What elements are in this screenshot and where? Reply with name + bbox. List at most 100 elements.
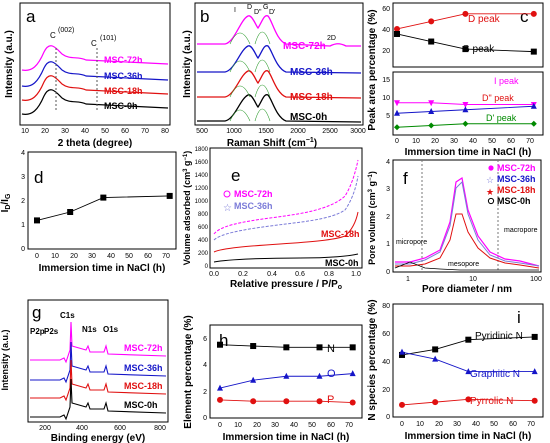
- panel-b-letter: b: [200, 7, 209, 26]
- xtick: 60: [327, 422, 335, 429]
- xrd-label-72h: MSC-72h: [104, 55, 143, 65]
- xtick: 50: [490, 421, 498, 428]
- isotherm-72h: [213, 159, 359, 235]
- panel-b-xlabel-main: Raman Shift (cm: [227, 138, 306, 149]
- xtick: 10: [21, 128, 29, 135]
- ytick: 1600: [195, 160, 209, 166]
- xtick: 70: [141, 128, 149, 135]
- xps-peak-p2s: P2s: [44, 327, 59, 336]
- series-g-peak-point: [428, 38, 435, 45]
- legend-marker-0h: [487, 197, 495, 205]
- series-d-peak-line: [396, 13, 534, 30]
- xtick: 50: [125, 253, 133, 260]
- xtick: 20: [253, 422, 261, 429]
- panel-f-ylabel-mid: g: [367, 181, 377, 189]
- xtick: 70: [526, 138, 534, 145]
- region-micropore: micropore: [396, 239, 427, 246]
- xtick: 1500: [258, 128, 274, 135]
- ytick: 60: [382, 331, 390, 338]
- xtick: 500: [196, 128, 208, 135]
- series-i-peak-point: [394, 100, 400, 107]
- ytick: 3: [21, 174, 25, 181]
- xtick: 0.6: [295, 271, 305, 278]
- ytick: 4: [203, 362, 207, 369]
- raman-label-72h: MSC-72h: [283, 41, 326, 52]
- panel-h-label-n: N: [327, 343, 335, 355]
- xtick: 800: [154, 425, 166, 432]
- ytick: 800: [198, 212, 209, 218]
- xps-label-72h: MSC-72h: [124, 343, 163, 353]
- xtick: 600: [114, 425, 126, 432]
- series-pyridinic-n-point: [531, 333, 538, 340]
- isotherm-0h: [213, 253, 359, 263]
- ytick: 1: [386, 241, 390, 248]
- xtick: 100: [530, 276, 542, 283]
- series-pyrrolic-n-line: [401, 398, 535, 406]
- series-o-point: [217, 384, 223, 391]
- raman-fit: [254, 31, 271, 45]
- panel-i-frame: [392, 303, 544, 418]
- panel-f-label-0h: MSC-0h: [497, 196, 531, 206]
- panel-c-label-i: I peak: [494, 76, 519, 86]
- xtick: 70: [162, 253, 170, 260]
- xps-curve-72h: [30, 321, 167, 364]
- legend-marker-36h: ☆: [223, 203, 232, 214]
- panel-h-ylabel: Element percentage (%): [183, 315, 194, 428]
- panel-g-letter-bg: [29, 301, 47, 321]
- series-id-ig-point: [166, 192, 173, 199]
- ytick: 0: [386, 414, 390, 421]
- xps-curve-36h: [30, 341, 167, 384]
- ytick: 1800: [195, 147, 209, 153]
- xps-peak-c1s: C1s: [60, 311, 75, 320]
- panel-c-label-d: D peak: [468, 14, 501, 25]
- panel-i: i N species percentage (%) 0 20 40 60 80…: [367, 299, 544, 442]
- series-graphitic-n-line: [401, 351, 535, 373]
- series-i-peak-point: [428, 100, 435, 107]
- xps-curve-0h: [30, 378, 167, 421]
- panel-e-xlabel-sub: o: [338, 284, 342, 291]
- series-dp-peak-point: [394, 124, 400, 131]
- panel-e-xticks: 0.0 0.2 0.4 0.6 0.8 1.0: [209, 271, 361, 278]
- xtick: 0.0: [209, 271, 219, 278]
- panel-h: h Element percentage (%) 0 2 4 6 N O P 0…: [183, 315, 363, 443]
- series-i-peak-line: [397, 102, 534, 105]
- panel-d: d ID/IG 0 1 2 3 4 0 10 20 30 40 50 60 70…: [0, 150, 177, 274]
- series-graphitic-n-point: [432, 355, 439, 362]
- panel-e-ylabel-mid: g: [182, 161, 192, 169]
- ytick: 5: [386, 113, 390, 120]
- series-ddd-peak-point: [394, 109, 400, 116]
- panel-a: a Intensity (a.u.) C (002) C (101) MSC-7…: [4, 2, 171, 149]
- raman-fit: [229, 60, 251, 73]
- panel-b-ylabel: Intensity (a.u.): [182, 30, 193, 98]
- raman-band-ddd: D": [254, 9, 262, 16]
- panel-c-xticks: 0 10 20 30 40 50 60 70: [395, 138, 534, 145]
- xps-peak-n1s: N1s: [82, 325, 97, 334]
- panel-h-yticks: 0 2 4 6: [203, 336, 207, 422]
- ytick: 3: [386, 186, 390, 193]
- xtick: 20: [70, 253, 78, 260]
- xtick: 30: [88, 253, 96, 260]
- ytick: 2: [203, 389, 207, 396]
- legend-marker-72h: [488, 165, 494, 171]
- series-g-peak-point: [462, 46, 469, 53]
- ytick: 1200: [195, 186, 209, 192]
- series-g-peak-point: [394, 30, 400, 37]
- series-g-peak-line: [396, 33, 534, 53]
- series-dp-peak-point: [428, 122, 435, 129]
- xtick: 50: [308, 422, 316, 429]
- panel-f-yticks: 0 1 2 3 4: [386, 159, 390, 276]
- panel-c-label-dp: D' peak: [486, 113, 517, 123]
- panel-e-ylabel-sup1: 3: [183, 168, 189, 172]
- panel-e-xlabel: Relative pressure / P/Po: [230, 279, 342, 291]
- series-pyrrolic-n-point: [432, 399, 439, 406]
- series-graphitic-n-point: [531, 368, 538, 375]
- series-pyrrolic-n-point: [399, 401, 405, 408]
- panel-f: f Pore volume (cm3 g−1) 0 1 2 3 4 MSC-72…: [367, 159, 542, 295]
- panel-e-letter: e: [231, 166, 240, 185]
- series-dp-peak-point: [530, 120, 537, 127]
- series-pyridinic-n-point: [432, 346, 439, 353]
- series-graphitic-n-point: [399, 348, 405, 355]
- ytick: 10: [382, 95, 390, 102]
- panel-i-label-pyridinic: Pyridinic N: [475, 331, 523, 342]
